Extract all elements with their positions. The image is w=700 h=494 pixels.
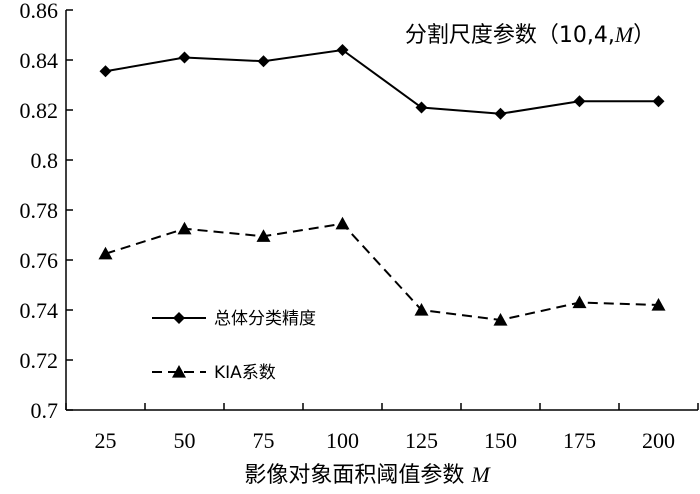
y-tick-label: 0.86 [20, 0, 59, 23]
x-tick-label: 175 [563, 428, 596, 453]
data-point-triangle [177, 221, 192, 235]
x-tick-label: 25 [95, 428, 117, 453]
data-point-diamond [257, 55, 270, 68]
x-tick-label: 200 [642, 428, 675, 453]
data-point-triangle [414, 303, 429, 316]
series-2 [98, 216, 666, 326]
legend-item: KIA系数 [152, 363, 276, 383]
data-point-diamond [415, 101, 428, 114]
legend-label: KIA系数 [214, 363, 276, 383]
x-axis-title-var: M [470, 462, 491, 487]
legend-label: 总体分类精度 [214, 309, 316, 329]
data-point-triangle [98, 246, 113, 260]
legend-triangle-marker [172, 365, 186, 378]
y-tick-label: 0.76 [20, 248, 59, 273]
chart-title: 分割尺度参数（10,4,M） [405, 22, 655, 48]
data-point-triangle [256, 229, 271, 242]
series-line [105, 48, 659, 115]
data-point-diamond [573, 95, 586, 108]
chart-title-suffix: ） [633, 23, 655, 48]
y-tick-label: 0.82 [20, 98, 59, 123]
y-tick-label: 0.7 [31, 398, 59, 423]
x-axis-title-prefix: 影像对象面积阈值参数 [244, 463, 471, 488]
series-1 [99, 44, 665, 120]
y-tick-label: 0.8 [31, 148, 59, 173]
y-tick-label: 0.78 [20, 198, 59, 223]
legend: 总体分类精度 KIA系数 [152, 309, 316, 383]
chart-title-prefix: 分割尺度参数（10,4, [405, 23, 615, 48]
series-line [105, 222, 659, 322]
legend-item: 总体分类精度 [152, 309, 316, 329]
x-tick-label: 125 [405, 428, 438, 453]
data-point-diamond [178, 51, 191, 64]
data-point-diamond [652, 95, 665, 108]
data-point-triangle [493, 313, 508, 326]
data-point-diamond [99, 65, 112, 78]
data-point-diamond [336, 44, 349, 56]
legend-diamond-marker [173, 312, 185, 324]
y-axis-ticks: 0.7 0.72 0.74 0.76 0.78 0.8 0.82 0.84 0.86 [20, 0, 73, 423]
chart-title-var: M [614, 22, 635, 47]
x-tick-label: 75 [253, 428, 275, 453]
y-tick-label: 0.84 [20, 48, 59, 73]
series-layer [98, 44, 666, 326]
x-axis-title: 影像对象面积阈值参数 M [244, 462, 491, 488]
data-point-triangle [335, 216, 350, 230]
x-axis-ticks: 25 50 75 100 125 150 175 200 [65, 403, 699, 453]
data-point-triangle [572, 295, 587, 309]
data-point-diamond [494, 107, 507, 120]
y-tick-label: 0.72 [20, 348, 59, 373]
x-tick-label: 50 [174, 428, 196, 453]
data-point-triangle [651, 298, 666, 311]
x-tick-label: 100 [326, 428, 359, 453]
x-tick-label: 150 [484, 428, 517, 453]
y-tick-label: 0.74 [20, 298, 59, 323]
axes [65, 10, 698, 411]
